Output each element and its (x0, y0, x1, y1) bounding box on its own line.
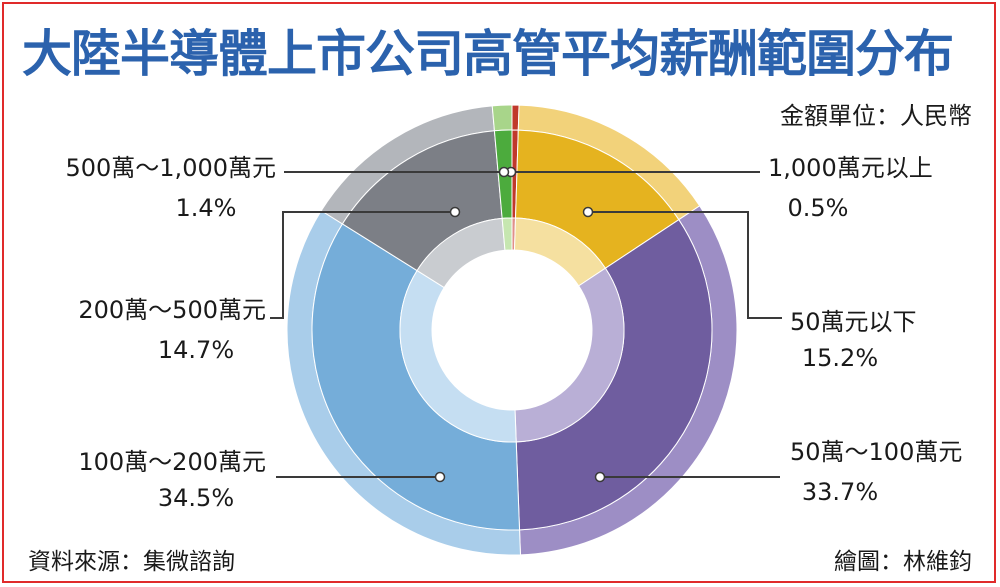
donut-hole (432, 250, 592, 410)
leader-line (588, 211, 782, 319)
leader-lines-group (270, 166, 782, 483)
leader-dot (449, 206, 461, 218)
leader-dot (498, 166, 510, 178)
credit-note: 繪圖：林維鈞 (834, 549, 972, 575)
slice-value-label: 0.5% (788, 194, 849, 222)
leader-line (270, 211, 455, 319)
slice-category-label: 200萬～500萬元 (78, 296, 266, 324)
slice-value-label: 15.2% (802, 344, 878, 372)
chart-title: 大陸半導體上市公司高管平均薪酬範圍分布 (22, 25, 954, 83)
slice-category-label: 1,000萬元以上 (768, 154, 933, 182)
slice-category-label: 50萬～100萬元 (790, 438, 962, 466)
slice-category-label: 500萬～1,000萬元 (65, 154, 276, 182)
unit-note: 金額單位：人民幣 (780, 102, 972, 130)
slice-value-label: 33.7% (802, 478, 878, 506)
slice-value-label: 14.7% (158, 336, 234, 364)
slice-value-label: 34.5% (158, 484, 234, 512)
slices-group (286, 104, 738, 556)
labels-group: 1,000萬元以上 0.5% 50萬元以下 15.2% 50萬～100萬元 33.7% 10… (65, 154, 962, 512)
leader-dot (594, 471, 606, 483)
slice-outer-band (491, 104, 513, 132)
slice-value-label: 1.4% (176, 194, 237, 222)
slice-category-label: 100萬～200萬元 (78, 448, 266, 476)
source-note: 資料來源：集微諮詢 (28, 549, 235, 575)
slice-category-label: 50萬元以下 (790, 308, 917, 336)
leader-dot (434, 471, 446, 483)
leader-dot (582, 206, 594, 218)
